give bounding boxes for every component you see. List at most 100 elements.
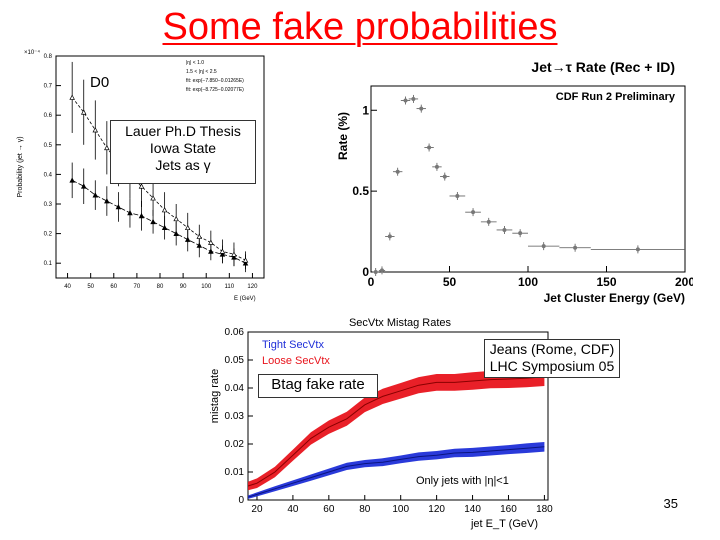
chart-title: SecVtx Mistag Rates <box>349 318 452 329</box>
x-tick-label: 40 <box>64 284 71 290</box>
data-point <box>387 234 392 239</box>
x-tick-label: 150 <box>596 275 616 289</box>
legend-entry: Tight SecVtx <box>262 339 324 351</box>
data-point <box>427 145 432 150</box>
x-tick-label: 100 <box>392 504 409 515</box>
x-tick-label: 120 <box>247 284 258 290</box>
legend-entry: |η| < 1.0 <box>186 60 204 66</box>
cdf-tau-rate-chart: Jet→τ Rate (Rec + ID) CDF Run 2 Prelimina… <box>336 59 693 305</box>
y-tick-label: 0.05 <box>225 355 245 366</box>
x-tick-label: 80 <box>157 284 164 290</box>
legend-entry: Loose SecVtx <box>262 355 330 367</box>
data-point <box>419 106 424 111</box>
y-tick-label: 0.06 <box>225 327 245 338</box>
data-point <box>80 109 87 115</box>
y-tick-label: 0.04 <box>225 383 245 394</box>
jeans-line-1: Jeans (Rome, CDF) <box>489 341 615 357</box>
y-tick-label: 0.1 <box>44 261 53 267</box>
data-point <box>115 204 122 210</box>
data-point <box>486 219 491 224</box>
data-point <box>150 218 156 225</box>
y-axis-label: Probability (jet → γ) <box>17 136 24 197</box>
data-point <box>196 233 203 239</box>
x-axis-label: Jet Cluster Energy (GeV) <box>544 291 685 305</box>
d0-probability-chart: 40 50 60 70 80 90 100 110 120 0.1 0.2 0.3 0.4 0.5 0.6 0… <box>17 49 265 302</box>
y-tick-label: 0.5 <box>352 184 369 198</box>
data-point <box>455 193 460 198</box>
x-tick-label: 60 <box>323 504 335 515</box>
y-tick-label: 0.3 <box>44 202 53 208</box>
legend-entry: 1.5 < |η| < 2.5 <box>186 69 217 75</box>
legend-entry: fit: exp(−7.850−0.01265E) <box>186 78 244 84</box>
x-tick-label: 90 <box>180 284 187 290</box>
y-tick-label: 0.2 <box>44 232 53 238</box>
y-tick-label: 0.4 <box>44 172 53 178</box>
x-tick-label: 180 <box>536 504 553 515</box>
x-tick-label: 140 <box>464 504 481 515</box>
x-tick-label: 120 <box>428 504 445 515</box>
data-point <box>471 210 476 215</box>
y-tick-label: 0.02 <box>225 439 245 450</box>
y-tick-label: 0 <box>238 495 244 506</box>
x-axis-label: jet E_T (GeV) <box>470 518 538 530</box>
error-band <box>248 442 545 499</box>
y-tick-label: 0.03 <box>225 411 245 422</box>
plot-note: Only jets with |η|<1 <box>416 475 509 487</box>
data-point <box>104 144 110 151</box>
data-point <box>184 224 191 231</box>
y-axis-label: mistag rate <box>209 369 221 423</box>
data-point <box>373 270 378 274</box>
jeans-box: Jeans (Rome, CDF) LHC Symposium 05 <box>484 339 620 378</box>
x-tick-label: 200 <box>675 275 693 289</box>
lauer-line-1: Lauer Ph.D Thesis <box>125 123 241 139</box>
data-point <box>395 169 400 174</box>
lauer-line-3: Jets as γ <box>155 157 211 173</box>
chart-title: Jet→τ Rate (Rec + ID) <box>531 59 675 75</box>
d0-label: D0 <box>90 74 110 91</box>
data-point <box>138 183 145 189</box>
data-point <box>518 231 523 236</box>
data-point <box>161 206 168 213</box>
fit-curve <box>72 179 246 264</box>
fit-curve <box>71 97 246 261</box>
btag-label: Btag fake rate <box>271 376 365 393</box>
y-tick-label: 0.7 <box>44 84 53 90</box>
data-point <box>69 94 75 100</box>
data-point <box>379 268 384 273</box>
data-point <box>231 251 237 257</box>
data-point <box>104 198 110 204</box>
data-point <box>219 248 226 254</box>
x-tick-label: 160 <box>500 504 517 515</box>
x-tick-label: 0 <box>368 275 375 289</box>
data-point <box>442 174 447 179</box>
y-tick-label: 0.6 <box>44 113 53 119</box>
data-point <box>92 127 99 133</box>
plot-frame <box>370 85 686 273</box>
x-tick-label: 80 <box>359 504 371 515</box>
x-tick-label: 70 <box>134 284 141 290</box>
x-tick-label: 100 <box>518 275 538 289</box>
chart-subtitle: CDF Run 2 Preliminary <box>556 91 676 103</box>
x-tick-label: 60 <box>110 284 117 290</box>
x-tick-label: 100 <box>201 284 212 290</box>
data-point <box>411 96 416 101</box>
page-number: 35 <box>663 496 678 511</box>
series-line <box>247 446 545 498</box>
data-point <box>635 247 640 252</box>
data-point <box>69 177 75 183</box>
y-tick-label: 0.8 <box>44 54 53 60</box>
x-tick-label: 50 <box>87 284 94 290</box>
data-point <box>92 192 99 198</box>
data-point <box>403 98 408 103</box>
lauer-thesis-box: Lauer Ph.D Thesis Iowa State Jets as γ <box>110 120 256 184</box>
data-point <box>150 195 156 201</box>
data-point <box>502 227 507 232</box>
data-point <box>573 245 578 250</box>
data-point <box>242 257 249 263</box>
slide-title: Some fake probabilities <box>162 6 558 48</box>
y-tick-label: 0.01 <box>225 467 245 478</box>
data-point <box>173 215 179 222</box>
d0-label-box: D0 <box>90 74 130 91</box>
y-tick-label: 0.5 <box>44 143 53 149</box>
btag-box: Btag fake rate <box>258 374 378 398</box>
